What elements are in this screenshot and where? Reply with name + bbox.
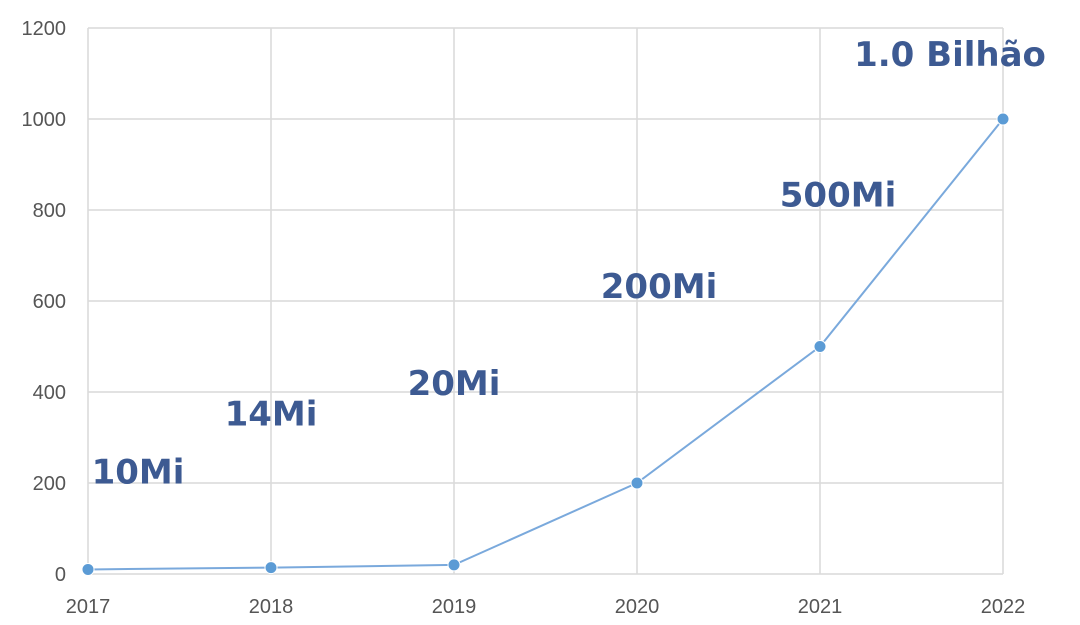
y-tick-label: 1200	[22, 18, 67, 40]
y-axis-ticks: 0 200 400 600 800 1000 1200	[22, 18, 67, 586]
data-label: 1.0 Bilhão	[854, 35, 1046, 75]
data-label: 20Mi	[408, 364, 501, 404]
x-tick-label: 2019	[432, 596, 477, 618]
series-line	[87, 118, 1004, 571]
x-tick-label: 2022	[981, 596, 1026, 618]
y-tick-label: 400	[33, 382, 66, 404]
data-point	[264, 561, 278, 575]
y-tick-label: 600	[33, 291, 66, 313]
series-line-layer	[87, 118, 1004, 571]
x-axis-ticks: 2017 2018 2019 2020 2021 2022	[66, 596, 1026, 618]
x-tick-label: 2021	[798, 596, 843, 618]
y-tick-label: 1000	[22, 109, 67, 131]
x-tick-label: 2017	[66, 596, 111, 618]
data-point	[630, 476, 644, 490]
y-tick-label: 800	[33, 200, 66, 222]
data-point	[996, 112, 1010, 126]
series-points	[81, 112, 1010, 576]
data-label: 500Mi	[780, 176, 896, 216]
data-point	[813, 340, 827, 353]
data-point	[81, 562, 95, 576]
x-tick-label: 2018	[249, 596, 294, 618]
data-labels: 10Mi 14Mi 20Mi 200Mi 500Mi 1.0 Bilhão	[92, 35, 1046, 492]
data-label: 200Mi	[601, 267, 717, 307]
y-tick-label: 200	[33, 473, 66, 495]
data-label: 14Mi	[225, 395, 318, 435]
data-point	[447, 558, 461, 572]
y-tick-label: 0	[55, 564, 66, 586]
grid-lines	[87, 27, 1004, 575]
data-label: 10Mi	[92, 452, 185, 492]
x-tick-label: 2020	[615, 596, 660, 618]
